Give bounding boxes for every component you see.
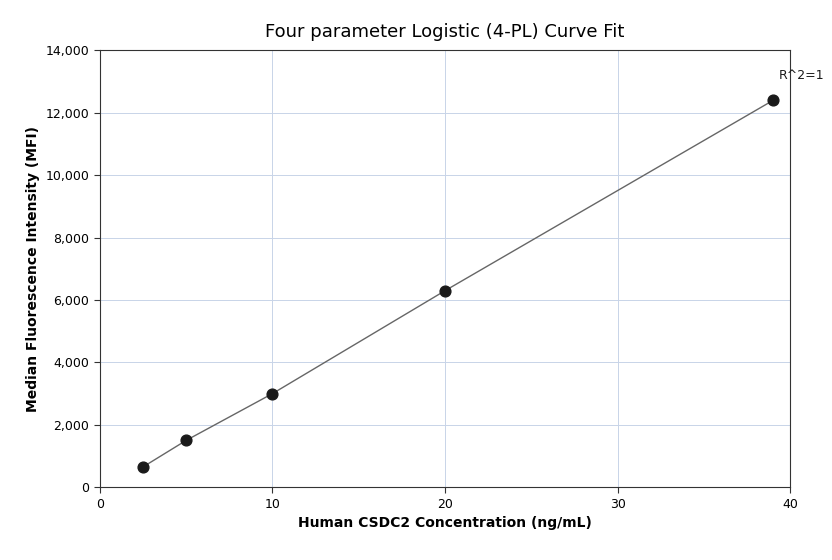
Point <box>766 96 780 105</box>
X-axis label: Human CSDC2 Concentration (ng/mL): Human CSDC2 Concentration (ng/mL) <box>298 516 592 530</box>
Point <box>266 389 280 398</box>
Point <box>438 286 452 295</box>
Point <box>180 436 193 445</box>
Text: R^2=1: R^2=1 <box>778 68 824 82</box>
Point <box>136 463 150 472</box>
Title: Four parameter Logistic (4-PL) Curve Fit: Four parameter Logistic (4-PL) Curve Fit <box>265 22 625 40</box>
Y-axis label: Median Fluorescence Intensity (MFI): Median Fluorescence Intensity (MFI) <box>26 126 40 412</box>
